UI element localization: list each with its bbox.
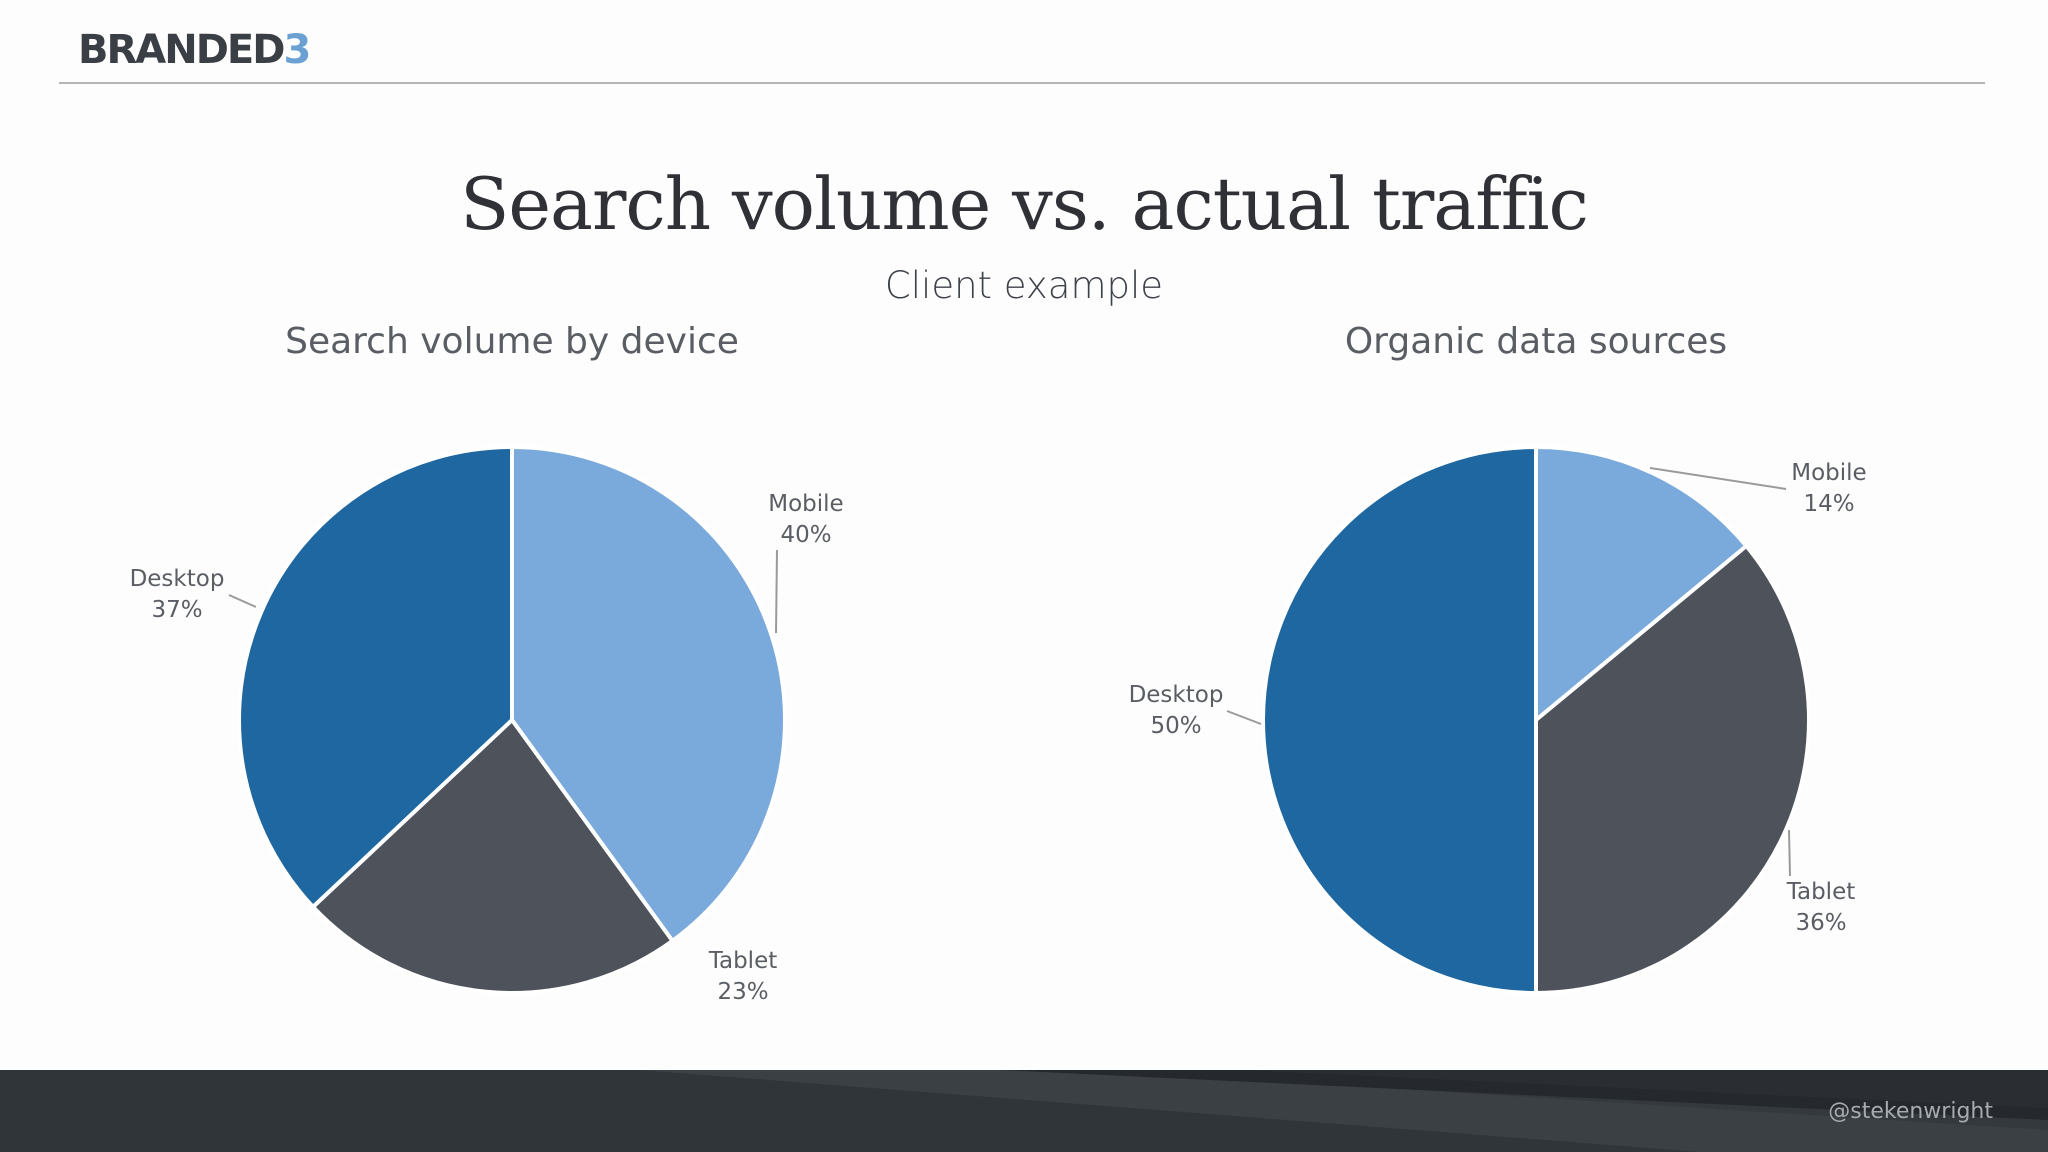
slice-label-tablet: Tablet: [708, 948, 778, 974]
slide-subtitle: Client example: [884, 264, 1164, 307]
slide-title: Search volume vs. actual traffic: [460, 162, 1589, 246]
pie-slice-tablet: [310, 718, 675, 995]
slice-value-tablet: 36%: [1795, 910, 1846, 936]
footer-handle: @stekenwright: [1828, 1099, 1993, 1124]
leader-line-tablet: [1788, 829, 1791, 877]
header-divider: [59, 82, 1985, 84]
pie-slice-mobile: [510, 445, 787, 943]
slice-value-desktop: 37%: [151, 597, 202, 623]
slice-label-desktop: Desktop: [1129, 682, 1224, 708]
logo-accent-digit: 3: [283, 27, 311, 73]
slice-label-mobile: Mobile: [768, 491, 843, 517]
pie-slice-desktop: [1261, 445, 1538, 995]
pie-slice-desktop: [237, 445, 514, 909]
leader-line-mobile: [1649, 467, 1787, 490]
pie-chart-2: Mobile 14% Tablet 36% Desktop 50%: [1129, 445, 1867, 995]
leader-line-desktop: [1226, 710, 1262, 725]
slice-label-mobile: Mobile: [1791, 460, 1866, 486]
pie-chart-1: Mobile 40% Tablet 23% Desktop 37%: [130, 445, 844, 1005]
slice-value-tablet: 23%: [717, 979, 768, 1005]
pie-slice-tablet: [1534, 543, 1811, 995]
brand-logo: BRANDED3: [78, 22, 311, 78]
chart-title-search-volume: Search volume by device: [285, 321, 739, 362]
slice-label-desktop: Desktop: [130, 566, 225, 592]
pie-slice-mobile: [1534, 445, 1749, 722]
footer-bar: [0, 1070, 2048, 1152]
slice-value-mobile: 14%: [1803, 491, 1854, 517]
footer-stripes: [0, 1070, 2048, 1152]
logo-wordmark: BRANDED: [78, 27, 285, 73]
pie-charts: Mobile 40% Tablet 23% Desktop 37% Mobile 14% Tab…: [130, 445, 1867, 1005]
slice-value-mobile: 40%: [780, 522, 831, 548]
leader-line-mobile: [775, 549, 778, 634]
leader-line-desktop: [228, 594, 257, 608]
slice-label-tablet: Tablet: [1786, 879, 1856, 905]
chart-title-organic-sources: Organic data sources: [1344, 321, 1728, 362]
slice-value-desktop: 50%: [1150, 713, 1201, 739]
